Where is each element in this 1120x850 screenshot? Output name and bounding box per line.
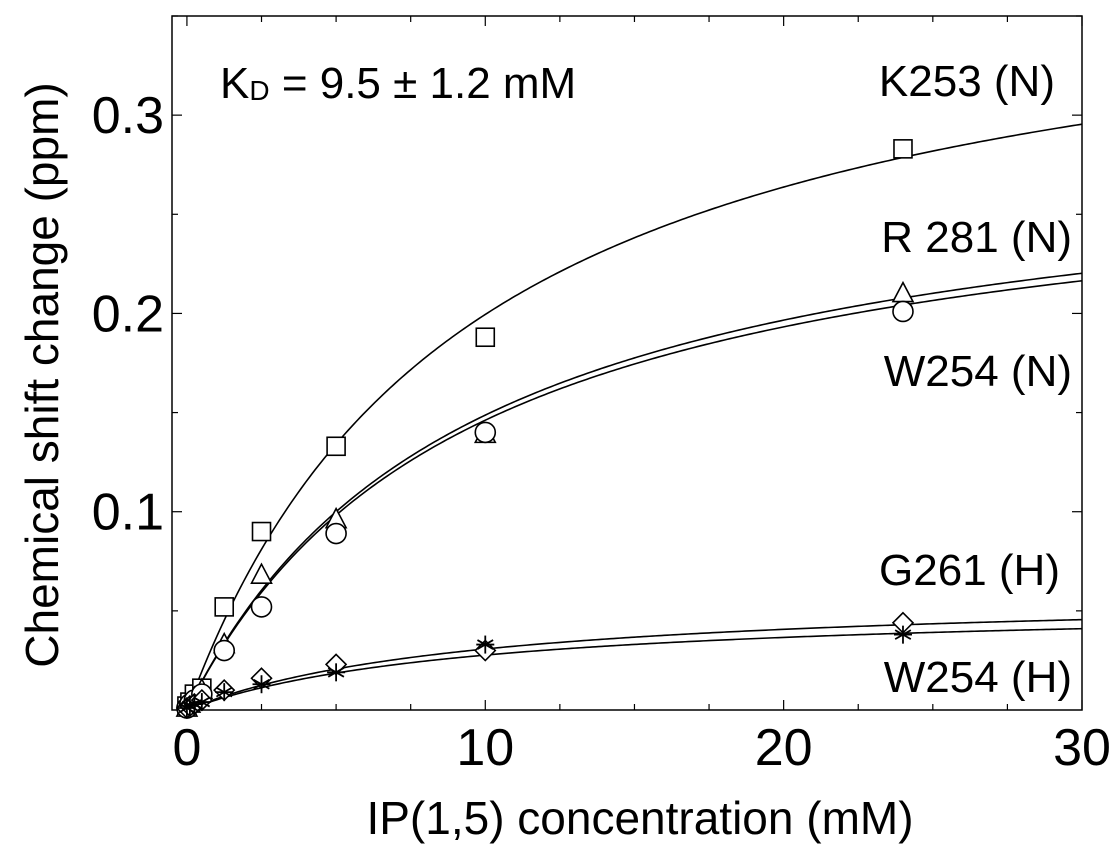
data-point-asterisk [252, 675, 271, 694]
data-point-square [251, 521, 272, 542]
x-tick-label: 10 [456, 719, 514, 777]
data-point-asterisk [327, 663, 346, 682]
data-point-asterisk [476, 635, 495, 654]
series-label-w254-n: W254 (N) [884, 347, 1072, 396]
y-axis-title: Chemical shift change (ppm) [16, 82, 68, 667]
data-point-circle [250, 596, 273, 618]
y-tick-label: 0.1 [92, 484, 164, 542]
axis-ticks: 0 10 20 30 0.1 0.2 0.3 [92, 15, 1111, 777]
data-point-triangle [891, 280, 915, 303]
data-point-square [893, 139, 913, 159]
data-point-square [475, 327, 496, 348]
fit-curve-2 [186, 280, 1083, 711]
data-point-asterisk [215, 683, 234, 702]
data-point-square [214, 597, 235, 617]
x-tick-label: 30 [1053, 719, 1111, 777]
series-label-r281-n: R 281 (N) [881, 213, 1072, 262]
data-point-circle [213, 639, 236, 662]
kd-subscript: D [249, 75, 269, 106]
y-tick-label: 0.2 [92, 285, 164, 343]
series-label-w254-h: W254 (H) [884, 653, 1072, 702]
x-tick-label: 20 [755, 719, 813, 777]
kd-annotation: KD = 9.5 ± 1.2 mM [220, 59, 576, 108]
data-point-triangle [250, 562, 273, 584]
kd-prefix: K [220, 59, 249, 108]
plot-frame [171, 15, 1083, 711]
data-point-circle [474, 421, 497, 444]
data-point-circle [325, 522, 347, 545]
data-point-circle [892, 300, 914, 323]
data-point-asterisk [192, 693, 211, 712]
y-tick-label: 0.3 [92, 87, 164, 145]
data-point-square [326, 436, 346, 457]
series-label-k253-n: K253 (N) [879, 57, 1055, 106]
x-axis-title: IP(1,5) concentration (mM) [366, 792, 913, 844]
data-point-asterisk [893, 625, 912, 644]
x-tick-label: 0 [172, 719, 201, 777]
data-markers [175, 139, 915, 720]
kd-suffix: = 9.5 ± 1.2 mM [270, 59, 577, 108]
series-label-g261-h: G261 (H) [879, 546, 1060, 595]
